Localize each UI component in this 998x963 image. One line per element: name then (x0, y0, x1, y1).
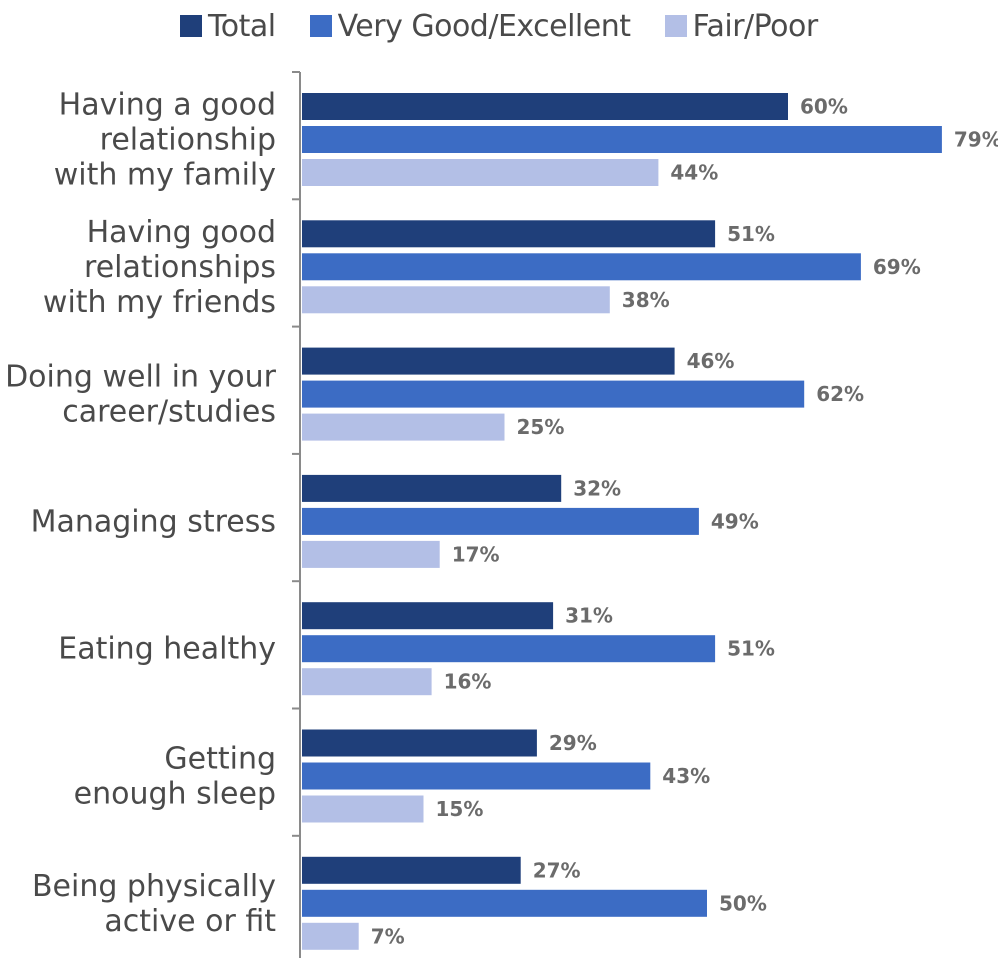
data-label: 44% (670, 161, 718, 185)
legend-swatch-very-good-excellent (309, 15, 332, 37)
bar (302, 889, 707, 917)
data-label: 51% (727, 637, 775, 661)
data-label: 17% (452, 542, 500, 566)
bar (302, 668, 432, 696)
legend: Total Very Good/Excellent Fair/Poor (180, 6, 818, 46)
category-label: Eating healthy (58, 632, 276, 667)
category-label: Getting (164, 742, 276, 777)
data-label: 60% (800, 95, 848, 119)
data-label: 7% (371, 924, 405, 948)
bar (302, 795, 424, 823)
bar (302, 380, 805, 408)
bar (302, 253, 861, 281)
category-label: with my family (54, 158, 276, 193)
bar (302, 159, 659, 186)
legend-item-total: Total (180, 9, 276, 44)
category-label: Being physically (32, 869, 276, 904)
data-label: 16% (444, 670, 492, 694)
legend-swatch-fair-poor (664, 15, 687, 37)
legend-item-very-good-excellent: Very Good/Excellent (309, 8, 631, 44)
bar (302, 286, 610, 314)
bar (302, 856, 521, 884)
category-label: Doing well in your (5, 360, 277, 395)
legend-item-fair-poor: Fair/Poor (664, 8, 819, 44)
bar (302, 507, 699, 535)
category-label: Managing stress (31, 504, 276, 539)
bar (302, 126, 942, 153)
data-label: 43% (662, 764, 710, 788)
bar (302, 220, 716, 248)
bar (302, 93, 788, 120)
data-label: 46% (687, 349, 735, 373)
category-label: career/studies (62, 395, 276, 430)
legend-label-very-good-excellent: Very Good/Excellent (337, 8, 631, 44)
data-label: 51% (727, 222, 775, 246)
bar (302, 413, 505, 441)
category-label: with my friends (43, 285, 276, 320)
data-label: 49% (711, 509, 759, 533)
bar (302, 602, 554, 630)
data-label: 62% (816, 382, 864, 406)
category-label: relationship (100, 123, 276, 158)
data-label: 69% (873, 255, 921, 279)
bar (302, 762, 651, 790)
legend-label-total: Total (208, 8, 276, 44)
legend-swatch-total (180, 15, 202, 37)
data-label: 79% (954, 128, 998, 152)
category-label: enough sleep (74, 777, 276, 812)
data-label: 27% (533, 858, 581, 882)
data-label: 25% (517, 415, 565, 439)
category-label: Having good (87, 215, 276, 250)
category-label: relationships (84, 250, 276, 285)
legend-label-fair-poor: Fair/Poor (692, 8, 819, 44)
data-label: 38% (622, 288, 670, 312)
bar (302, 922, 359, 950)
bar (302, 635, 716, 663)
data-label: 15% (436, 797, 484, 821)
category-label: Having a good (59, 88, 276, 123)
data-label: 50% (719, 891, 767, 915)
data-label: 29% (549, 731, 597, 755)
category-label: active or fit (104, 904, 276, 939)
bar (302, 347, 675, 375)
bar (302, 474, 562, 502)
bar (302, 540, 440, 568)
bar (302, 729, 537, 757)
data-label: 31% (565, 604, 613, 628)
data-label: 32% (573, 476, 621, 500)
